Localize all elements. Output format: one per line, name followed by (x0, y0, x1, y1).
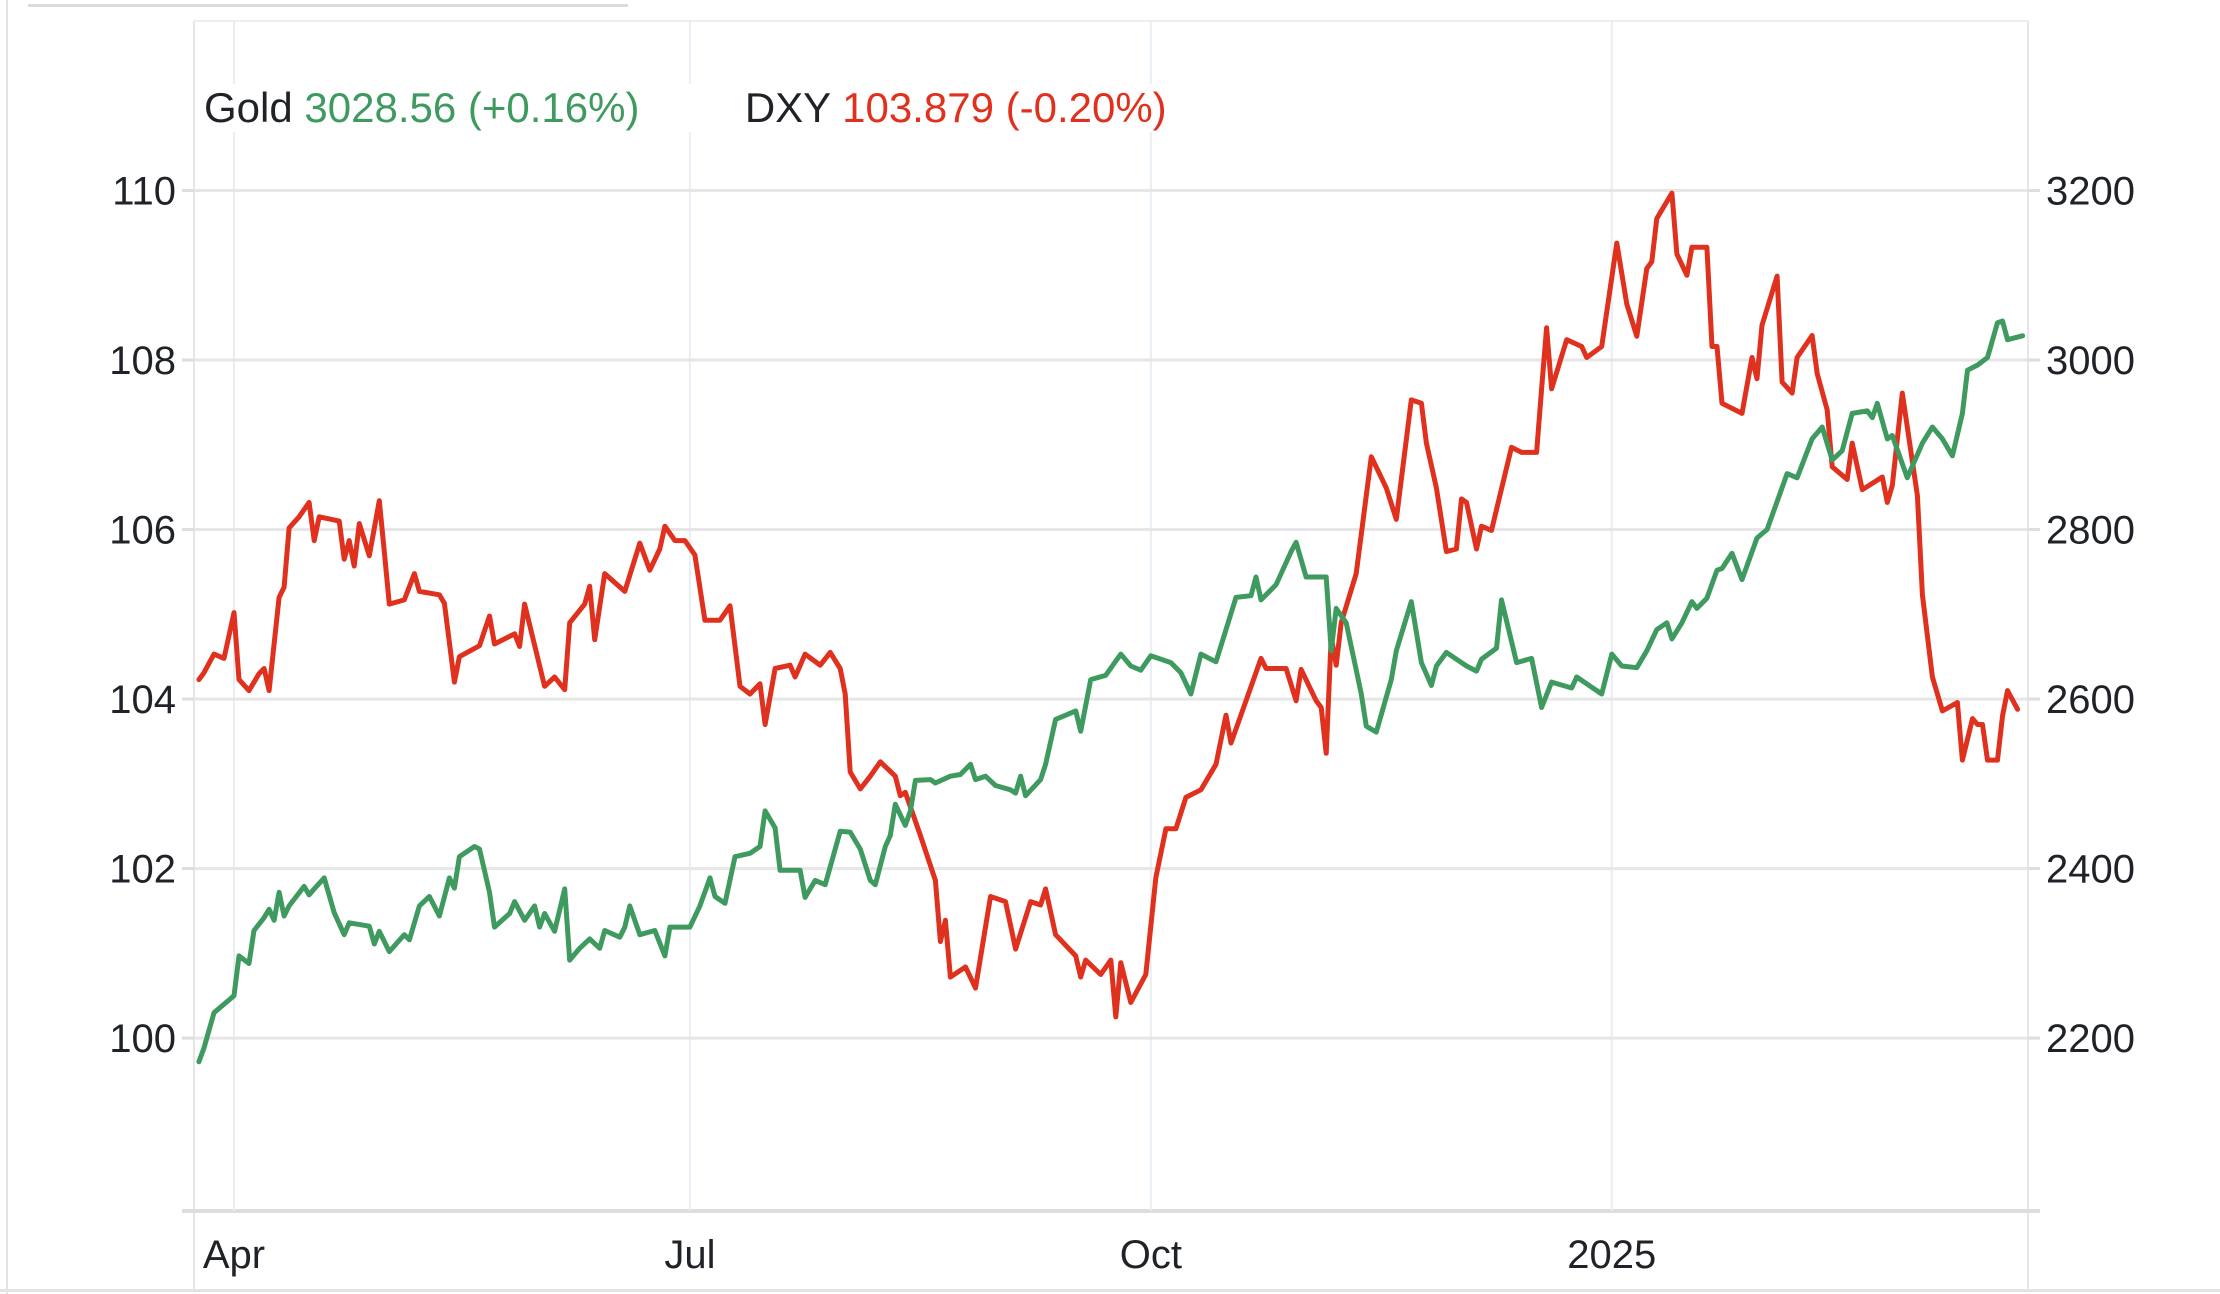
frame-left-border (6, 0, 8, 1294)
legend-gold-change: (+0.16%) (467, 84, 640, 131)
legend-dxy-change: (-0.20%) (1005, 84, 1167, 131)
series-lines (196, 190, 2026, 1065)
legend: Gold 3028.56 (+0.16%) DXY 103.879 (-0.20… (198, 84, 1173, 132)
frame-bottom-border (0, 1289, 2220, 1292)
left-axis-tick-label: 108 (109, 339, 176, 383)
legend-gold-name: Gold (204, 84, 293, 131)
legend-dxy-value: 103.879 (842, 84, 994, 131)
right-axis-tick-label: 2800 (2046, 509, 2135, 553)
left-axis-tick-label: 104 (109, 678, 176, 722)
x-tick-label: Oct (1120, 1233, 1182, 1277)
left-axis-tick-label: 100 (109, 1017, 176, 1061)
right-axis-tick-label: 3200 (2046, 170, 2135, 214)
gold-series-line (196, 318, 2026, 1065)
left-axis-tick-label: 106 (109, 509, 176, 553)
x-tick-label: Apr (203, 1233, 265, 1277)
right-axis-tick-label: 2200 (2046, 1017, 2135, 1061)
right-axis-tick-label: 3000 (2046, 339, 2135, 383)
legend-dxy-name: DXY (744, 84, 831, 131)
left-axis-tick-label: 110 (112, 170, 176, 214)
x-tick-label: Jul (664, 1233, 715, 1277)
right-axis-tick-label: 2600 (2046, 678, 2135, 722)
grid (182, 20, 2040, 1290)
dxy-series-line (196, 190, 2021, 1020)
x-tick-label: 2025 (1567, 1233, 1656, 1277)
legend-gold-value: 3028.56 (304, 84, 457, 131)
top-scroll-bar (28, 4, 628, 7)
left-axis-tick-label: 102 (109, 848, 176, 892)
right-axis-tick-label: 2400 (2046, 848, 2135, 892)
tick-labels: Apr Jul Oct 2025 100 102 104 106 108 110 2200 2400 2… (109, 170, 2135, 1277)
